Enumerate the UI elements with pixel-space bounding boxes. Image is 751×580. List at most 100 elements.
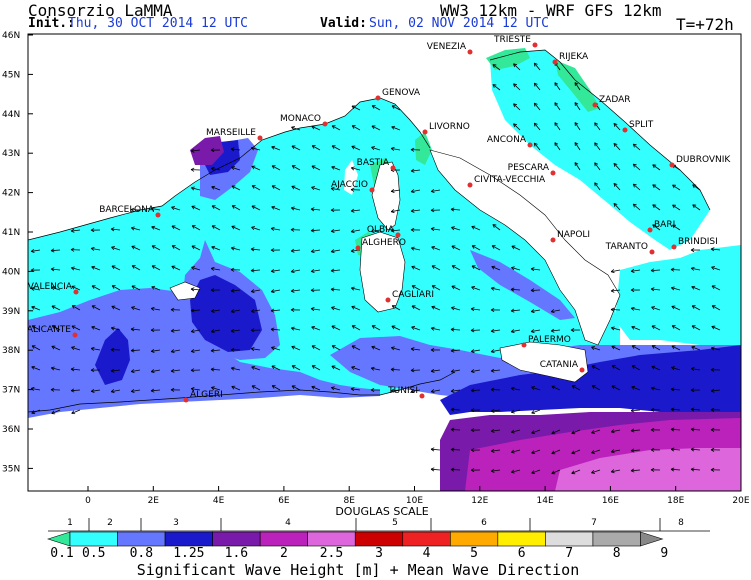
wave-arrow-head bbox=[530, 290, 535, 293]
wave-arrow-head bbox=[633, 203, 637, 206]
wave-arrow bbox=[411, 209, 421, 212]
wave-arrow-head bbox=[191, 225, 195, 229]
wave-arrow bbox=[651, 387, 661, 391]
wave-arrow-head bbox=[613, 162, 618, 165]
wave-arrow-head bbox=[511, 245, 515, 250]
wave-arrow-head bbox=[650, 387, 655, 391]
wave-arrow-head bbox=[632, 163, 635, 168]
wave-arrow-head bbox=[652, 184, 655, 189]
wave-arrow-head bbox=[470, 408, 475, 411]
wave-arrow bbox=[451, 245, 461, 251]
wave-arrow-head bbox=[170, 309, 175, 312]
wave-arrow-head bbox=[190, 167, 195, 170]
wave-arrow bbox=[591, 385, 601, 391]
wave-arrow-head bbox=[531, 470, 535, 474]
wave-arrow-head bbox=[571, 450, 575, 454]
wave-arrow-head bbox=[311, 251, 315, 254]
height-value: 0.5 bbox=[82, 546, 105, 561]
wave-arrow-head bbox=[450, 388, 455, 392]
wave-arrow-head bbox=[230, 367, 235, 371]
wave-arrow-head bbox=[271, 365, 275, 370]
wave-arrow bbox=[611, 345, 621, 351]
wave-arrow bbox=[371, 146, 381, 151]
wave-arrow-head bbox=[291, 165, 295, 169]
wave-arrow bbox=[151, 245, 161, 251]
wave-arrow-head bbox=[230, 349, 235, 352]
wave-arrow bbox=[591, 365, 601, 371]
wave-arrow-head bbox=[151, 265, 155, 269]
wave-arrow-head bbox=[131, 371, 135, 374]
wave-arrow-head bbox=[633, 183, 637, 186]
sea-2.0-southeast bbox=[555, 448, 741, 491]
wave-arrow-head bbox=[71, 325, 75, 330]
wave-arrow-head bbox=[190, 388, 195, 392]
lat-label: 42N bbox=[2, 189, 20, 199]
wave-arrow-head bbox=[351, 325, 355, 329]
wave-arrow-head bbox=[350, 210, 355, 213]
wave-arrow-head bbox=[670, 269, 675, 272]
wave-arrow bbox=[450, 429, 461, 431]
wave-arrow-head bbox=[511, 431, 515, 434]
wave-arrow-head bbox=[350, 187, 355, 190]
wave-arrow-head bbox=[531, 331, 535, 334]
wave-arrow-head bbox=[533, 82, 536, 87]
wave-arrow-head bbox=[670, 407, 675, 410]
wave-arrow-head bbox=[672, 184, 675, 189]
wave-arrow-head bbox=[631, 306, 635, 309]
wave-arrow-head bbox=[71, 346, 75, 348]
color-bar-segment bbox=[212, 531, 261, 547]
wave-arrow bbox=[471, 349, 481, 352]
city-dot bbox=[183, 397, 189, 403]
wave-arrow bbox=[191, 225, 201, 231]
wave-arrow bbox=[211, 246, 221, 251]
wave-arrow bbox=[690, 448, 701, 451]
wave-arrow bbox=[31, 366, 41, 371]
wave-arrow bbox=[613, 183, 621, 191]
wave-arrow-head bbox=[611, 271, 615, 274]
city-label: ALICANTE bbox=[27, 325, 71, 335]
douglas-number: 8 bbox=[678, 518, 684, 528]
wave-arrow-head bbox=[71, 410, 75, 414]
wave-arrow bbox=[231, 367, 241, 371]
wave-arrow bbox=[291, 207, 301, 211]
wave-arrow-head bbox=[632, 183, 635, 188]
wave-arrow-head bbox=[451, 371, 455, 374]
city-label: BRINDISI bbox=[678, 237, 718, 247]
wave-arrow-head bbox=[70, 247, 75, 250]
wave-arrow-head bbox=[230, 288, 235, 292]
wave-arrow bbox=[311, 345, 321, 351]
wave-arrow-head bbox=[171, 266, 175, 270]
wave-arrow-head bbox=[331, 365, 335, 370]
wave-arrow bbox=[492, 224, 501, 231]
wave-arrow bbox=[574, 162, 581, 171]
lon-label: 8E bbox=[343, 496, 355, 506]
wave-arrow bbox=[611, 327, 621, 331]
wave-arrow-head bbox=[530, 309, 535, 312]
wave-arrow bbox=[211, 329, 221, 333]
wave-arrow bbox=[431, 468, 441, 471]
wave-arrow bbox=[470, 389, 481, 391]
wave-arrow bbox=[652, 164, 661, 171]
wave-arrow bbox=[490, 389, 501, 391]
wave-arrow bbox=[651, 306, 661, 311]
wave-arrow-head bbox=[670, 448, 675, 452]
wave-arrow bbox=[331, 345, 341, 351]
wave-arrow bbox=[71, 229, 81, 232]
wave-arrow-head bbox=[170, 349, 175, 353]
wave-arrow bbox=[533, 142, 541, 151]
wave-arrow bbox=[31, 345, 41, 351]
wave-arrow-head bbox=[630, 448, 635, 452]
wave-arrow bbox=[692, 184, 701, 191]
douglas-number: 7 bbox=[591, 518, 597, 528]
wave-arrow-head bbox=[350, 387, 355, 390]
wave-arrow-head bbox=[511, 451, 515, 454]
legend: DOUGLAS SCALE 1 2 3 4 5 6 7 8 0.1 0.5 0.8 1.25 1.6 2… bbox=[47, 505, 710, 579]
wave-arrow-head bbox=[531, 386, 535, 390]
wave-arrow-head bbox=[471, 226, 475, 230]
wave-arrow bbox=[554, 102, 561, 111]
wave-arrow-head bbox=[391, 211, 395, 214]
lon-label: 14E bbox=[537, 496, 554, 506]
wave-arrow-head bbox=[431, 245, 436, 248]
wave-arrow-head bbox=[290, 250, 295, 253]
wave-arrow bbox=[351, 366, 361, 371]
